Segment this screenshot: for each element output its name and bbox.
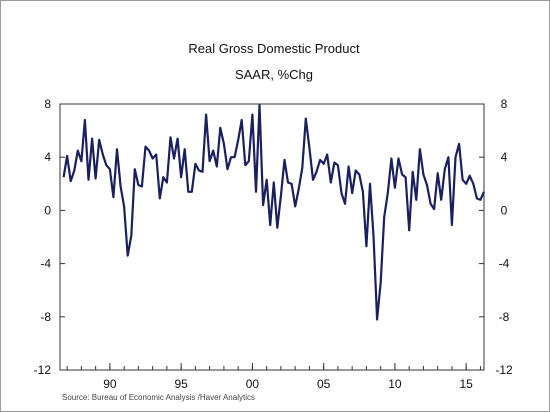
y-tick-label-right: -4 [499,257,510,271]
plot-area [59,103,485,371]
y-tick-label-left: -12 [34,363,52,377]
y-axis-right: 8 4 0 -4 -8 -12 [479,97,513,377]
source-note: Source: Bureau of Economic Analysis /Hav… [62,393,255,402]
x-tick-label-95: 95 [174,377,188,391]
x-tick-label-00: 00 [246,377,260,391]
y-tick-label-right: -8 [499,310,510,324]
x-tick-label-05: 05 [317,377,331,391]
y-tick-label-left: 0 [44,203,51,217]
y-tick-label-right: 8 [501,97,508,111]
x-axis: 90 95 00 05 10 15 [66,363,481,391]
x-tick-label-10: 10 [388,377,402,391]
y-tick-label-right: 4 [501,150,508,164]
y-tick-label-left: 4 [44,150,51,164]
y-tick-label-left: 8 [44,97,51,111]
y-tick-label-right: -12 [495,363,513,377]
x-tick-label-15: 15 [460,377,474,391]
series-line [62,104,486,321]
chart-title: Real Gross Domestic Product [188,41,360,56]
y-tick-label-right: 0 [501,203,508,217]
y-tick-label-left: -4 [40,257,51,271]
y-tick-label-left: -8 [40,310,51,324]
chart-subtitle: SAAR, %Chg [235,67,313,82]
x-tick-label-90: 90 [103,377,117,391]
y-axis-left: 8 4 0 -4 -8 -12 [34,97,65,377]
